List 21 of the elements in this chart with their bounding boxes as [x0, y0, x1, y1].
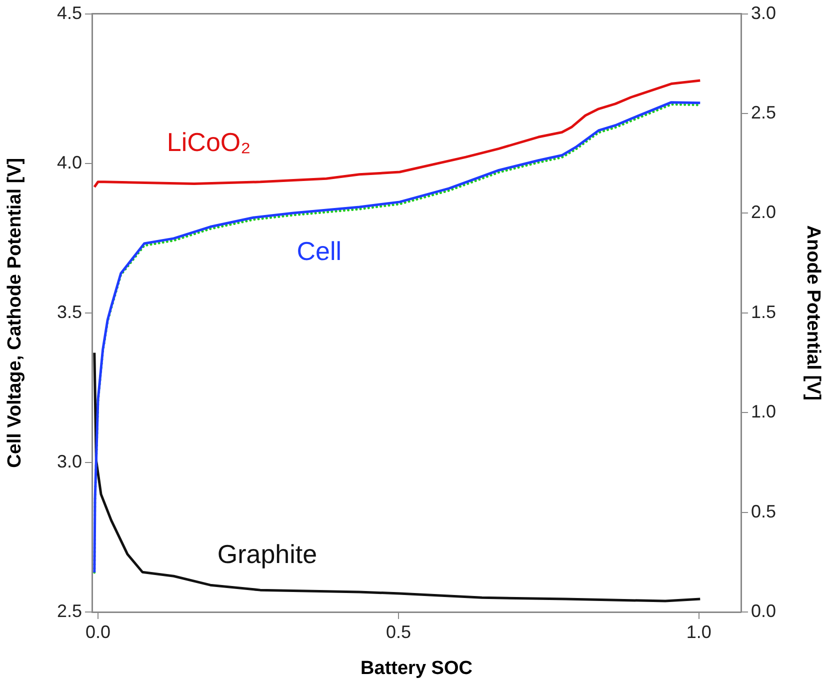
x-tick-label: 1.0 — [686, 622, 712, 642]
series-label: Graphite — [217, 539, 318, 570]
y2-tick-label: 1.5 — [751, 302, 776, 322]
series-label: LiCoO₂ — [166, 126, 251, 157]
y2-tick-label: 0.5 — [751, 501, 776, 522]
y-tick-label: 3.0 — [56, 451, 82, 472]
y-tick-label: 4.5 — [56, 2, 82, 23]
x-tick-label: 0.5 — [386, 622, 411, 642]
y-tick-label: 4.0 — [56, 152, 82, 172]
y-axis-title: Cell Voltage, Cathode Potential [V] — [4, 158, 26, 468]
y-tick-label: 2.5 — [56, 600, 82, 621]
y2-tick-label: 2.0 — [751, 202, 776, 222]
y2-tick-label: 0.0 — [751, 600, 776, 621]
y2-axis-title: Anode Potential [V] — [802, 225, 824, 401]
series-label: Cell — [296, 236, 342, 266]
y2-tick-label: 2.5 — [751, 102, 776, 122]
x-axis-title: Battery SOC — [360, 658, 473, 679]
y-tick-label: 3.5 — [56, 302, 82, 322]
x-tick-label: 0.0 — [85, 622, 111, 642]
y2-tick-label: 3.0 — [751, 2, 776, 23]
y2-tick-label: 1.0 — [751, 402, 776, 422]
